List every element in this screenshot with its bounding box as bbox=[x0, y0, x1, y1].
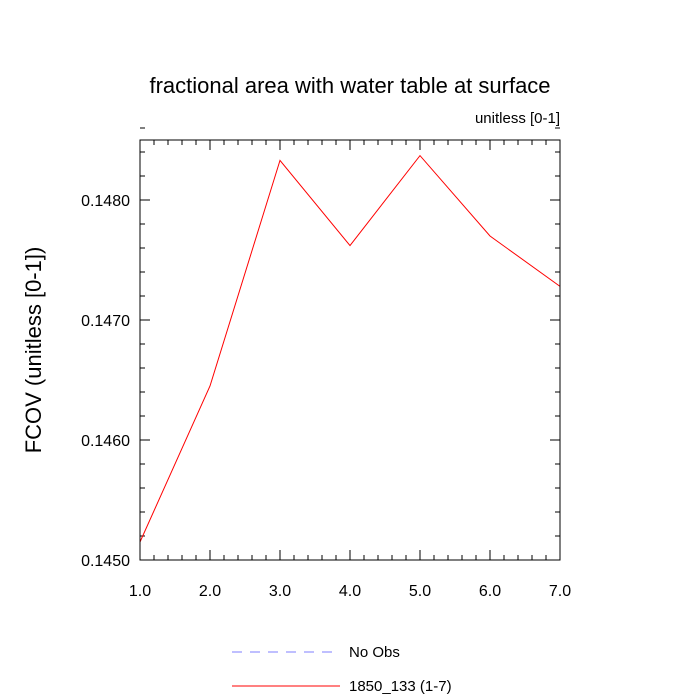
chart-subtitle: unitless [0-1] bbox=[475, 110, 560, 127]
legend-label: 1850_133 (1-7) bbox=[349, 678, 452, 695]
y-tick-label: 0.1450 bbox=[81, 553, 130, 570]
y-axis-label: FCOV (unitless [0-1]) bbox=[21, 247, 46, 454]
x-tick-label: 5.0 bbox=[409, 583, 431, 600]
x-tick-label: 6.0 bbox=[479, 583, 501, 600]
legend-label: No Obs bbox=[349, 644, 400, 661]
chart-title: fractional area with water table at surf… bbox=[149, 73, 550, 98]
series-layer bbox=[139, 154, 561, 543]
x-tick-label: 1.0 bbox=[129, 583, 151, 600]
y-tick-label: 0.1460 bbox=[81, 433, 130, 450]
x-tick-label: 2.0 bbox=[199, 583, 221, 600]
axis-tick-labels: 1.0 2.0 3.0 4.0 5.0 6.0 7.0 0.1450 0.1460 0.1470 0… bbox=[81, 193, 571, 600]
x-tick-label: 4.0 bbox=[339, 583, 361, 600]
series-line-1 bbox=[139, 154, 561, 543]
y-tick-label: 0.1470 bbox=[81, 313, 130, 330]
legend: No Obs 1850_133 (1-7) bbox=[232, 644, 452, 695]
x-tick-label: 7.0 bbox=[549, 583, 571, 600]
y-tick-label: 0.1480 bbox=[81, 193, 130, 210]
plot-frame bbox=[139, 139, 561, 561]
x-tick-label: 3.0 bbox=[269, 583, 291, 600]
axis-ticks bbox=[139, 127, 561, 561]
